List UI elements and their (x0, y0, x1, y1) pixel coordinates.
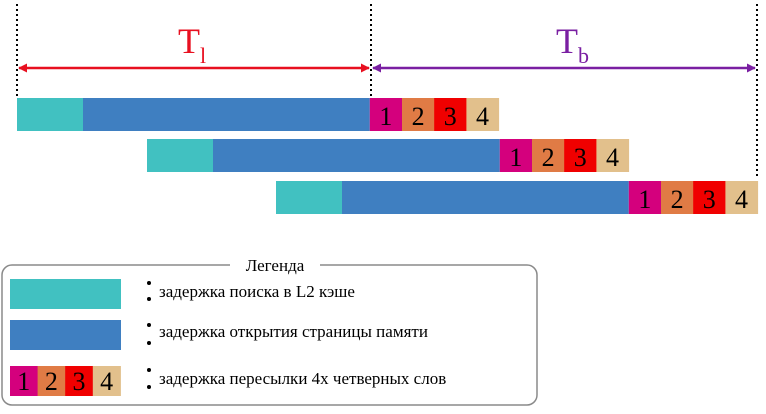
burst-cell-label: 1 (17, 367, 30, 396)
page-open-segment (213, 139, 500, 172)
legend-bullet-dot (147, 281, 151, 285)
burst-cell-4 (725, 181, 759, 214)
legend-swatch-open (10, 320, 121, 350)
burst-cell-4 (596, 139, 630, 172)
legend-text-open: задержка открытия страницы памяти (159, 322, 428, 341)
t-b-label: Tb (556, 21, 589, 68)
burst-cell-3 (564, 139, 597, 172)
pipeline-rows: 1 2 3 41 2 3 41 2 3 4 (17, 98, 759, 214)
burst-cell-2 (37, 366, 66, 396)
legend-bullet-dot (147, 368, 151, 372)
burst-cell-4 (466, 98, 500, 131)
legend-text-burst: задержка пересылки 4х четверных слов (159, 369, 446, 388)
legend-title-bg (230, 255, 320, 275)
burst-cell-1 (628, 181, 662, 214)
burst-cell-label: 4 (606, 143, 619, 172)
legend-bullet-dot (147, 341, 151, 345)
legend-text-lookup: задержка поиска в L2 кэше (159, 282, 355, 301)
legend-bullet-dot (147, 297, 151, 301)
burst-cell-1 (10, 366, 39, 396)
burst-cell-3 (65, 366, 94, 396)
legend-swatch-lookup (10, 279, 121, 309)
burst-cell-label: 3 (574, 143, 587, 172)
lookup-segment (276, 181, 343, 214)
burst-cell-1 (499, 139, 533, 172)
legend-bullet-dot (147, 385, 151, 389)
lookup-segment (17, 98, 84, 131)
burst-cell-1 (369, 98, 403, 131)
burst-cell-label: 1 (638, 185, 651, 214)
page-open-segment (342, 181, 629, 214)
burst-cell-label: 2 (45, 367, 58, 396)
burst-cell-label: 1 (379, 102, 392, 131)
t-l-label: Tl (178, 21, 206, 68)
burst-cell-3 (434, 98, 467, 131)
burst-cell-label: 3 (444, 102, 457, 131)
burst-cell-label: 1 (509, 143, 522, 172)
burst-cell-label: 3 (703, 185, 716, 214)
burst-cell-2 (661, 181, 694, 214)
burst-cell-label: 4 (476, 102, 489, 131)
legend-bullet-dot (147, 323, 151, 327)
burst-cell-label: 3 (73, 367, 86, 396)
burst-cell-3 (693, 181, 726, 214)
burst-cell-label: 2 (412, 102, 425, 131)
burst-cell-label: 4 (735, 185, 748, 214)
page-open-segment (83, 98, 370, 131)
burst-cell-label: 4 (100, 367, 113, 396)
burst-cell-2 (402, 98, 435, 131)
burst-cell-label: 2 (542, 143, 555, 172)
legend-title: Легенда (246, 256, 305, 275)
burst-cell-4 (92, 366, 121, 396)
burst-cell-label: 2 (671, 185, 684, 214)
burst-cell-2 (532, 139, 565, 172)
lookup-segment (147, 139, 214, 172)
